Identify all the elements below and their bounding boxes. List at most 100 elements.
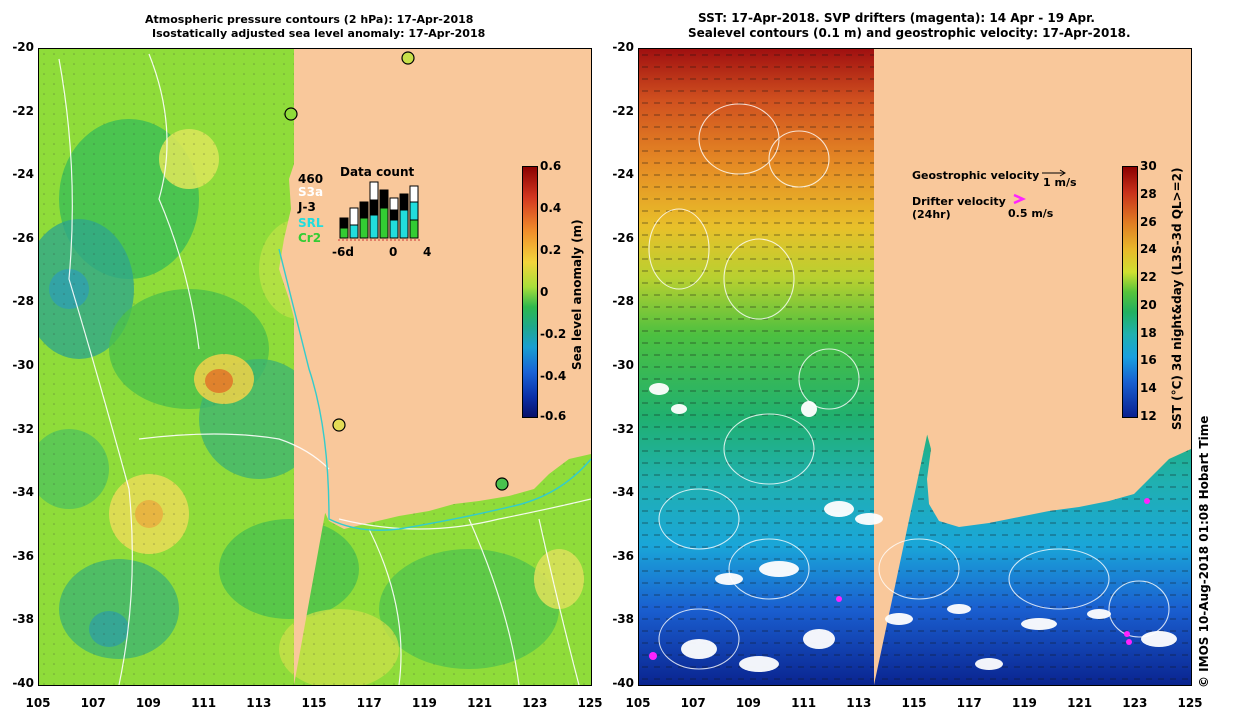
- sst-field: [639, 49, 1191, 685]
- latitude-tick-label: -32: [612, 421, 634, 436]
- latitude-tick-label: -30: [612, 358, 634, 372]
- data-count-tick-zero: 0: [389, 245, 398, 259]
- longitude-tick-label: 113: [846, 696, 872, 710]
- geostrophic-scale-label: 1 m/s: [1043, 176, 1077, 189]
- latitude-tick-label: -36: [612, 548, 634, 563]
- longitude-tick-label: 117: [356, 696, 382, 710]
- sla-tick: -0.2: [540, 327, 567, 341]
- tide-gauge-marker: [495, 477, 509, 491]
- latitude-tick-label: -26: [12, 230, 34, 245]
- sst-tick: 16: [1140, 353, 1157, 367]
- data-count-tick-end: 4: [423, 245, 432, 259]
- sst-tick: 12: [1140, 409, 1157, 423]
- legend-cr2: Cr2: [298, 231, 322, 245]
- sst-tick: 24: [1140, 242, 1157, 256]
- data-count-total: 460: [298, 172, 324, 186]
- latitude-tick-label: -26: [612, 230, 634, 245]
- sea-level-anomaly-map: [38, 48, 592, 686]
- longitude-tick-label: 109: [735, 696, 761, 710]
- left-title-line2: Isostatically adjusted sea level anomaly…: [152, 27, 486, 40]
- right-title-line2: Sealevel contours (0.1 m) and geostrophi…: [688, 26, 1131, 40]
- latitude-tick-label: -20: [12, 40, 34, 54]
- latitude-tick-label: -20: [612, 40, 634, 54]
- data-count-histogram: [338, 181, 420, 241]
- sla-colorbar-label: Sea level anomaly (m): [570, 219, 584, 370]
- sst-tick: 22: [1140, 270, 1157, 284]
- sst-tick: 18: [1140, 326, 1157, 340]
- longitude-tick-label: 105: [625, 696, 651, 710]
- legend-s3a: S3a: [298, 185, 324, 199]
- legend-srl: SRL: [298, 216, 324, 230]
- latitude-tick-label: -32: [12, 421, 34, 436]
- latitude-tick-label: -34: [612, 485, 634, 500]
- longitude-tick-label: 125: [1177, 696, 1203, 710]
- drifter-tracks: [649, 498, 1150, 660]
- longitude-tick-label: 121: [467, 696, 493, 710]
- longitude-tick-label: 117: [956, 696, 982, 710]
- data-count-title: Data count: [340, 165, 415, 179]
- tide-gauge-marker: [332, 418, 346, 432]
- pressure-contours: [58, 53, 591, 685]
- legend-j3: J-3: [298, 200, 316, 214]
- data-count-tick-start: -6d: [332, 245, 354, 259]
- latitude-tick-label: -28: [612, 294, 634, 309]
- latitude-tick-label: -36: [12, 548, 34, 563]
- longitude-tick-label: 111: [191, 696, 217, 710]
- geostrophic-scale-arrow: [1042, 169, 1066, 177]
- sst-colorbar-label: SST (°C) 3d night&day (L3S-3d QL>=2): [1170, 167, 1184, 431]
- drifter-velocity-sub: (24hr): [912, 208, 951, 221]
- drifter-velocity-label: Drifter velocity: [912, 195, 1006, 208]
- latitude-tick-label: -40: [612, 676, 634, 690]
- longitude-tick-label: 111: [791, 696, 817, 710]
- drifter-scale-label: 0.5 m/s: [1008, 207, 1054, 220]
- sla-tick: -0.4: [540, 369, 567, 383]
- longitude-tick-label: 107: [680, 696, 706, 710]
- tide-gauge-marker: [401, 51, 415, 65]
- coastal-contour: [278, 248, 591, 531]
- sea-level-anomaly-field: [39, 49, 591, 685]
- right-title-line1: SST: 17-Apr-2018. SVP drifters (magenta)…: [698, 11, 1095, 25]
- australia-land: [874, 49, 1191, 685]
- latitude-tick-label: -22: [12, 103, 34, 118]
- longitude-tick-label: 121: [1067, 696, 1093, 710]
- sst-map: [638, 48, 1192, 686]
- longitude-tick-label: 125: [577, 696, 603, 710]
- sla-tick: 0.4: [540, 201, 562, 215]
- longitude-tick-label: 119: [1011, 696, 1037, 710]
- sst-tick: 28: [1140, 187, 1157, 201]
- imos-credit: © IMOS 10-Aug-2018 01:08 Hobart Time: [1197, 415, 1211, 688]
- sst-tick: 20: [1140, 298, 1157, 312]
- longitude-tick-label: 123: [522, 696, 548, 710]
- geostrophic-velocity-label: Geostrophic velocity: [912, 169, 1040, 182]
- latitude-tick-label: -38: [612, 612, 634, 627]
- longitude-tick-label: 123: [1122, 696, 1148, 710]
- left-title-line1: Atmospheric pressure contours (2 hPa): 1…: [145, 13, 474, 26]
- sla-tick: 0.2: [540, 243, 562, 257]
- latitude-tick-label: -30: [12, 358, 34, 372]
- sla-tick: 0.6: [540, 159, 562, 173]
- longitude-tick-label: 113: [246, 696, 272, 710]
- sst-tick: 30: [1140, 159, 1157, 173]
- longitude-tick-label: 107: [80, 696, 106, 710]
- longitude-tick-label: 105: [25, 696, 51, 710]
- latitude-tick-label: -40: [12, 676, 34, 690]
- sla-tick: -0.6: [540, 409, 567, 423]
- sla-tick: 0: [540, 285, 549, 299]
- drifter-scale-arrow: [1013, 193, 1026, 205]
- latitude-tick-label: -22: [612, 103, 634, 118]
- latitude-tick-label: -28: [12, 294, 34, 309]
- sst-tick: 14: [1140, 381, 1157, 395]
- longitude-tick-label: 115: [901, 696, 927, 710]
- sst-colorbar: [1122, 166, 1138, 418]
- latitude-tick-label: -24: [12, 167, 34, 182]
- sea-level-colorbar: [522, 166, 538, 418]
- latitude-tick-label: -38: [12, 612, 34, 627]
- latitude-tick-label: -34: [12, 485, 34, 500]
- longitude-tick-label: 109: [135, 696, 161, 710]
- tide-gauge-marker: [284, 107, 298, 121]
- sst-tick: 26: [1140, 215, 1157, 229]
- longitude-tick-label: 115: [301, 696, 327, 710]
- sea-level-contours: [648, 103, 1170, 670]
- latitude-tick-label: -24: [612, 167, 634, 182]
- longitude-tick-label: 119: [411, 696, 437, 710]
